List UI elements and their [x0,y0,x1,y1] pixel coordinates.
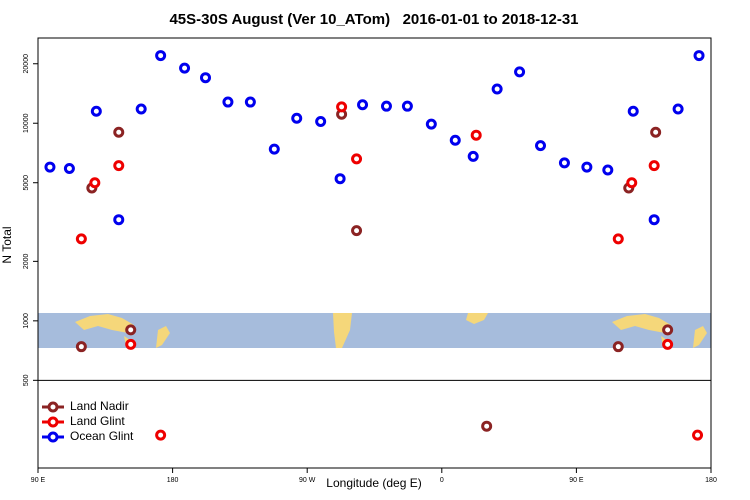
data-point [63,163,75,175]
data-point [425,118,437,130]
data-point [75,341,87,353]
data-point [558,157,570,169]
data-point [672,103,684,115]
legend-marker [47,431,59,443]
data-point [268,143,280,155]
y-axis-label: N Total [0,226,14,263]
data-point [401,100,413,112]
data-point [693,50,705,62]
y-tick-label: 500 [23,374,30,386]
data-point [612,341,624,353]
x-tick-label: 0 [440,477,444,484]
data-point [612,233,624,245]
data-point [125,338,137,350]
data-point [44,161,56,173]
data-point [380,100,392,112]
y-tick-label: 10000 [23,113,30,133]
data-point [662,338,674,350]
data-point [491,83,503,95]
data-point [315,116,327,128]
y-tick-label: 20000 [23,54,30,74]
data-point [200,72,212,84]
data-point [89,177,101,189]
data-point [650,126,662,138]
data-point [449,134,461,146]
x-tick-label: 90 E [569,477,584,484]
data-point [113,160,125,172]
data-point [155,429,167,441]
y-tick-label: 1000 [23,313,30,329]
data-point [113,214,125,226]
data-point [470,129,482,141]
data-point [662,324,674,336]
data-point [155,50,167,62]
data-point [481,420,493,432]
x-axis-label: Longitude (deg E) [326,476,421,490]
data-point [113,126,125,138]
data-point [135,103,147,115]
data-point [179,62,191,74]
legend-marker [47,416,59,428]
data-point [222,96,234,108]
data-point [336,101,348,113]
data-point [514,66,526,78]
data-point [357,99,369,111]
chart-title: 45S-30S August (Ver 10_ATom) 2016-01-01 … [169,11,578,28]
x-tick-label: 180 [705,477,717,484]
data-point [75,233,87,245]
x-tick-label: 90 W [299,477,316,484]
data-point [351,225,363,237]
data-point [291,112,303,124]
data-point [602,164,614,176]
legend-marker [47,401,59,413]
data-point [467,150,479,162]
y-tick-label: 2000 [23,253,30,269]
plot-frame [37,37,712,469]
data-point [627,105,639,117]
data-point [581,161,593,173]
data-point [535,140,547,152]
legend-label: Land Nadir [70,399,129,413]
data-point [90,105,102,117]
data-point [351,153,363,165]
data-point [648,214,660,226]
data-point [692,429,704,441]
y-tick-label: 5000 [23,175,30,191]
data-point [244,96,256,108]
data-point [125,324,137,336]
x-tick-label: 90 E [31,477,46,484]
data-point [626,177,638,189]
legend-label: Land Glint [70,414,125,428]
data-point [334,173,346,185]
legend-label: Ocean Glint [70,429,134,443]
x-tick-label: 180 [167,477,179,484]
data-point [648,160,660,172]
map-strip [38,313,711,348]
